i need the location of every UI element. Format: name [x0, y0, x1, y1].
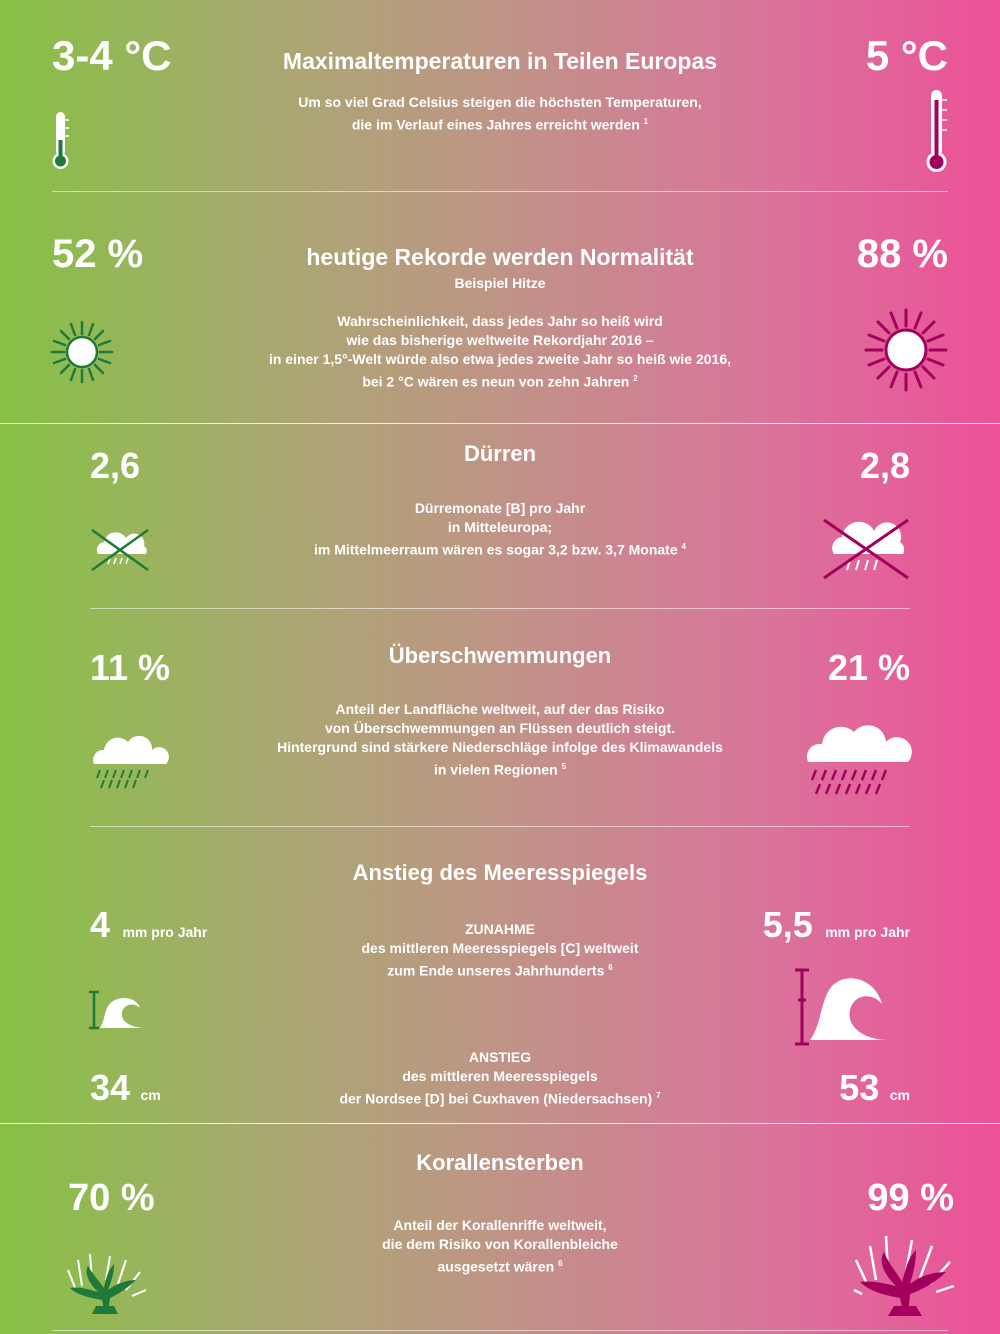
- droughts-footnote: 4: [681, 542, 686, 551]
- corals-desc-line2: die dem Risiko von Korallenbleiche: [382, 1236, 618, 1252]
- temperature-description: Um so viel Grad Celsius steigen die höch…: [0, 93, 1000, 135]
- floods-right-value: 21 %: [827, 647, 910, 688]
- floods-left-value: 11 %: [90, 647, 171, 688]
- crossed-rain-cloud-icon: [91, 528, 149, 572]
- sealevel-rise-desc-line2: der Nordsee [D] bei Cuxhaven (Niedersach…: [0, 1086, 1000, 1109]
- sealevel-increase-heading: ZUNAHME: [465, 921, 535, 937]
- temperature-title: Maximaltemperaturen in Teilen Europas: [282, 48, 718, 74]
- records-desc-line4-text: bei 2 °C wären es neun von zehn Jahren: [362, 373, 630, 390]
- droughts-right-value: 2,8: [859, 445, 910, 486]
- droughts-description: Dürremonate [B] pro Jahr in Mitteleuropa…: [0, 499, 1000, 560]
- records-desc-line4: bei 2 °C wären es neun von zehn Jahren 2: [0, 369, 1000, 392]
- sealevel-left-rise-unit: cm: [140, 1087, 161, 1103]
- droughts-desc-line2: in Mitteleuropa;: [447, 519, 553, 535]
- section-divider: [0, 1123, 1000, 1124]
- temperature-left-value: 3-4 °C: [52, 32, 172, 79]
- records-left-value: 52 %: [52, 232, 144, 276]
- section-divider: [0, 423, 1000, 424]
- corals-description: Anteil der Korallenriffe weltweit, die d…: [0, 1216, 1000, 1277]
- sealevel-left-rate-value: 4: [90, 904, 111, 945]
- wave-icon: [89, 990, 146, 1030]
- floods-title: Überschwemmungen: [388, 643, 612, 668]
- floods-footnote: 5: [561, 762, 567, 771]
- droughts-left-value: 2,6: [90, 445, 141, 486]
- sealevel-left-rise: 34 cm: [90, 1066, 161, 1110]
- section-divider: [52, 191, 948, 192]
- floods-desc-line2: von Überschwemmungen an Flüssen deutlich…: [324, 720, 676, 736]
- sealevel-rise-heading: ANSTIEG: [468, 1049, 532, 1065]
- records-desc-line3: in einer 1,5°-Welt würde also etwa jedes…: [268, 351, 732, 367]
- records-description: Wahrscheinlichkeit, dass jedes Jahr so h…: [0, 312, 1000, 392]
- sealevel-right-rate-unit: mm pro Jahr: [825, 924, 910, 940]
- section-divider: [90, 608, 910, 609]
- temperature-footnote: 1: [643, 117, 649, 126]
- floods-desc-line3: Hintergrund sind stärkere Niederschläge …: [277, 739, 723, 755]
- sealevel-left-rate: 4 mm pro Jahr: [90, 903, 207, 947]
- temperature-desc-line2-text: die im Verlauf eines Jahres erreicht wer…: [351, 116, 640, 133]
- sealevel-left-rate-unit: mm pro Jahr: [122, 924, 208, 940]
- coral-icon: [853, 1235, 955, 1316]
- floods-description: Anteil der Landfläche weltweit, auf der …: [0, 700, 1000, 780]
- records-desc-line1: Wahrscheinlichkeit, dass jedes Jahr so h…: [337, 313, 663, 329]
- sealevel-increase-desc-line1: des mittleren Meeresspiegels [C] weltwei…: [361, 940, 639, 956]
- sealevel-right-rise-value: 53: [839, 1067, 880, 1108]
- sealevel-title: Anstieg des Meeresspiegels: [352, 860, 648, 885]
- temperature-desc-line2: die im Verlauf eines Jahres erreicht wer…: [0, 112, 1000, 135]
- sealevel-right-rate-value: 5,5: [762, 904, 813, 945]
- sealevel-right-rate: 5,5 mm pro Jahr: [763, 903, 910, 947]
- sealevel-increase-footnote: 6: [608, 963, 613, 972]
- temperature-right-value: 5 °C: [865, 32, 948, 79]
- section-divider: [90, 826, 910, 827]
- droughts-desc-line3: im Mittelmeerraum wären es sogar 3,2 bzw…: [0, 537, 1000, 560]
- coral-icon: [67, 1253, 147, 1314]
- records-footnote: 2: [633, 374, 638, 383]
- thermometer-icon: [926, 90, 947, 172]
- records-title: heutige Rekorde werden Normalität: [306, 244, 694, 270]
- thermometer-icon: [52, 112, 69, 169]
- corals-title: Korallensterben: [416, 1150, 584, 1175]
- droughts-desc-line1: Dürremonate [B] pro Jahr: [414, 500, 586, 516]
- records-subtitle: Beispiel Hitze: [454, 275, 546, 291]
- sealevel-rise-description: ANSTIEG des mittleren Meeresspiegels der…: [0, 1048, 1000, 1109]
- wave-icon: [795, 968, 888, 1046]
- corals-left-value: 70 %: [68, 1177, 155, 1219]
- rain-cloud-icon: [806, 725, 912, 795]
- sealevel-right-rise: 53 cm: [839, 1066, 910, 1110]
- sun-icon: [50, 320, 114, 384]
- droughts-desc-line3-text: im Mittelmeerraum wären es sogar 3,2 bzw…: [314, 541, 678, 558]
- sun-icon: [864, 308, 948, 392]
- floods-desc-line4-text: in vielen Regionen: [433, 761, 558, 778]
- corals-right-value: 99 %: [867, 1177, 954, 1219]
- sealevel-rise-desc-line1: des mittleren Meeresspiegels: [402, 1068, 598, 1084]
- corals-desc-line3-text: ausgesetzt wären: [437, 1258, 555, 1275]
- sealevel-rise-footnote: 7: [656, 1091, 661, 1100]
- sealevel-increase-description: ZUNAHME des mittleren Meeresspiegels [C]…: [0, 920, 1000, 981]
- rain-cloud-icon: [93, 735, 169, 789]
- records-right-value: 88 %: [856, 232, 948, 276]
- corals-desc-line3: ausgesetzt wären 6: [0, 1254, 1000, 1277]
- records-desc-line2: wie das bisherige weltweite Rekordjahr 2…: [346, 332, 654, 348]
- sealevel-rise-desc-line2-text: der Nordsee [D] bei Cuxhaven (Niedersach…: [339, 1090, 653, 1107]
- temperature-desc-line1: Um so viel Grad Celsius steigen die höch…: [298, 94, 702, 110]
- droughts-title: Dürren: [463, 441, 537, 466]
- floods-desc-line4: in vielen Regionen 5: [0, 757, 1000, 780]
- sealevel-increase-desc-line2: zum Ende unseres Jahrhunderts 6: [0, 958, 1000, 981]
- floods-desc-line1: Anteil der Landfläche weltweit, auf der …: [335, 701, 665, 717]
- crossed-rain-cloud-icon: [823, 518, 909, 580]
- sealevel-increase-desc-line2-text: zum Ende unseres Jahrhunderts: [387, 962, 605, 979]
- corals-footnote: 6: [558, 1259, 563, 1268]
- section-divider: [52, 1330, 948, 1331]
- sealevel-left-rise-value: 34: [90, 1067, 131, 1108]
- sealevel-right-rise-unit: cm: [889, 1087, 910, 1103]
- corals-desc-line1: Anteil der Korallenriffe weltweit,: [393, 1217, 607, 1233]
